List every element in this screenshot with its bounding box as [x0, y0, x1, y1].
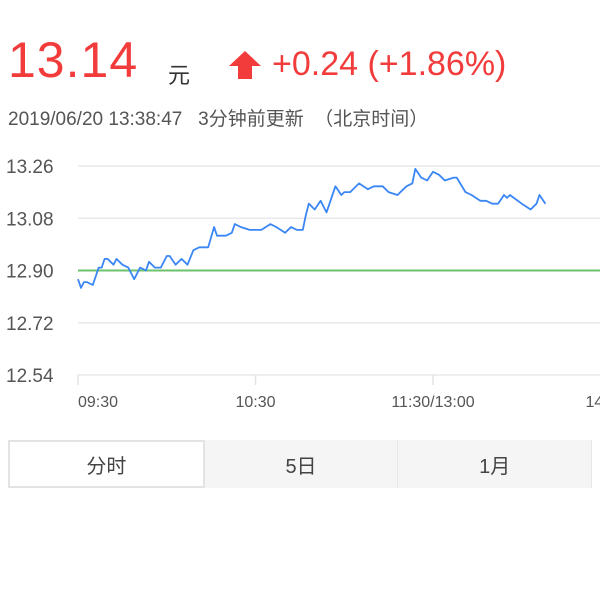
tab-intraday[interactable]: 分时: [8, 440, 205, 488]
price-change: +0.24 (+1.86%): [272, 45, 507, 83]
period-tabs: 分时 5日 1月: [8, 440, 593, 488]
arrow-up-icon: [229, 51, 261, 79]
y-tick-label: 13.08: [6, 209, 54, 230]
y-tick-label: 12.72: [6, 314, 54, 335]
intraday-chart: 13.26 13.08 12.90 12.72 12.54 09:30 10:30 11:30…: [6, 157, 600, 411]
y-tick-label: 12.90: [6, 262, 54, 283]
update-time: 2019/06/20 13:38:47 3分钟前更新 （北京时间）: [8, 109, 429, 130]
tab-5-day[interactable]: 5日: [205, 440, 399, 488]
x-tick-label: 09:30: [78, 394, 118, 411]
current-price: 13.14: [8, 32, 139, 88]
price-unit: 元: [168, 63, 191, 88]
x-tick-label: 10:30: [235, 394, 275, 411]
x-tick-label: 11:30/13:00: [391, 394, 474, 411]
y-tick-label: 13.26: [6, 157, 54, 178]
x-tick-label: 14: [586, 394, 600, 411]
y-tick-label: 12.54: [6, 366, 54, 387]
tab-1-month[interactable]: 1月: [398, 440, 593, 488]
